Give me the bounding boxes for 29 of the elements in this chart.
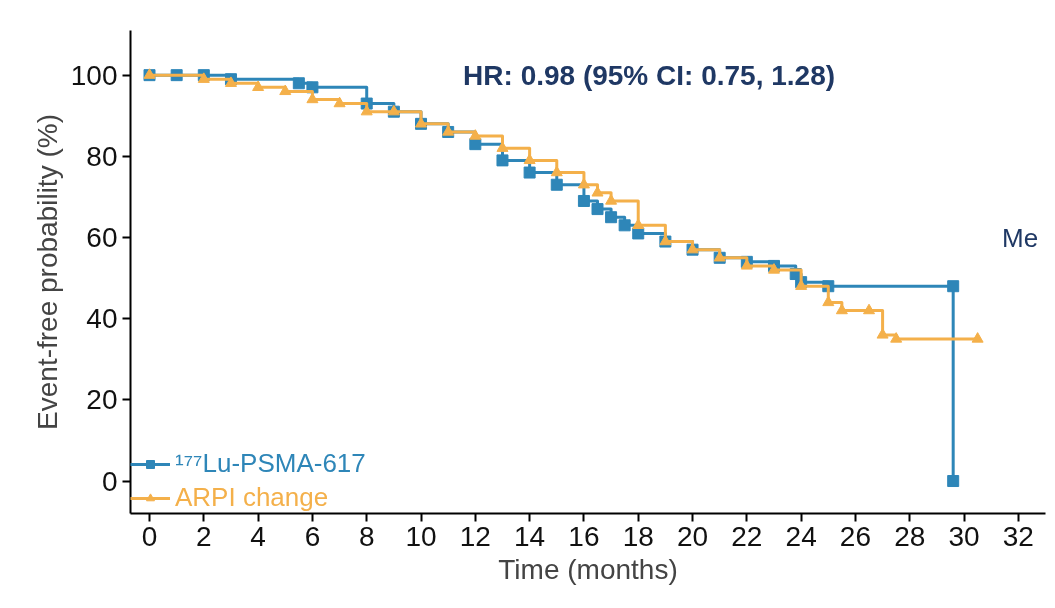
x-tick-label: 6 — [304, 520, 321, 552]
x-tick-label: 18 — [622, 520, 654, 552]
x-tick-label: 0 — [141, 520, 158, 552]
y-tick-label: 80 — [86, 140, 118, 172]
y-tick-label: 0 — [101, 465, 118, 497]
x-tick-label: 20 — [676, 520, 709, 552]
annotation: Me — [1002, 222, 1039, 253]
x-tick-label: 26 — [839, 520, 872, 552]
x-tick-label: 2 — [196, 520, 212, 552]
x-tick-label: 24 — [785, 520, 817, 552]
x-tick-label: 14 — [514, 520, 546, 552]
x-tick-label: 22 — [731, 520, 763, 552]
legend-label: ¹⁷⁷Lu-PSMA-617 — [175, 448, 366, 479]
x-tick-label: 30 — [948, 520, 980, 552]
y-tick-label: 20 — [86, 384, 118, 416]
y-axis-title: Event-free probability (%) — [31, 114, 63, 430]
x-axis-title: Time (months) — [498, 553, 678, 585]
y-tick-label: 60 — [86, 222, 118, 253]
x-tick-label: 4 — [250, 520, 266, 552]
x-tick-label: 8 — [358, 520, 375, 552]
x-tick-label: 12 — [459, 520, 491, 552]
x-tick-label: 16 — [568, 520, 600, 552]
x-tick-label: 28 — [894, 520, 926, 552]
x-tick-label: 32 — [1002, 520, 1034, 552]
legend-label: ARPI change — [175, 482, 329, 513]
y-tick-label: 100 — [70, 59, 118, 91]
x-tick-label: 10 — [405, 520, 437, 552]
annotation: HR: 0.98 (95% CI: 0.75, 1.28) — [463, 59, 836, 91]
y-tick-label: 40 — [86, 303, 118, 335]
